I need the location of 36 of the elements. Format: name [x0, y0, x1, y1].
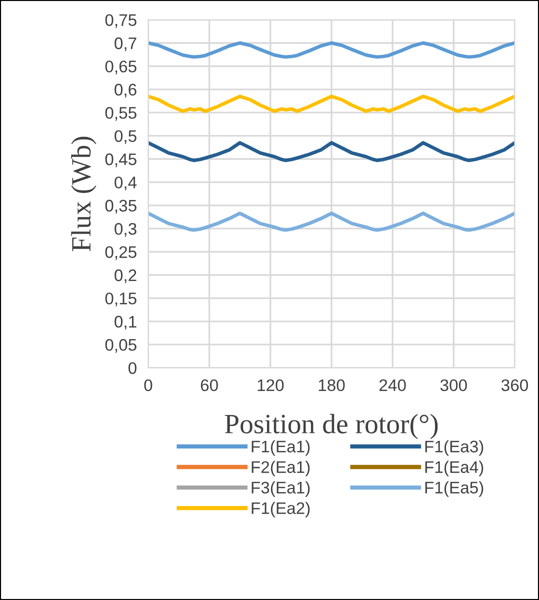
- y-tick-label: 0,15: [105, 292, 136, 306]
- x-tick-label: 60: [200, 379, 218, 392]
- legend-label: F1(Ea4): [425, 460, 484, 476]
- y-tick-label: 0: [128, 362, 136, 374]
- legend-label: F3(Ea1): [252, 481, 310, 497]
- y-tick-label: 0,3: [114, 223, 136, 237]
- y-tick-label: 0,05: [105, 339, 136, 353]
- line-series: [148, 141, 515, 162]
- legend-label: F1(Ea5): [425, 481, 484, 497]
- line-series: [148, 212, 515, 232]
- y-tick-label: 0,55: [105, 107, 136, 121]
- y-tick-label: 0,1: [114, 316, 136, 330]
- x-tick-label: 360: [501, 379, 528, 392]
- x-tick-label: 240: [380, 379, 406, 392]
- y-tick-label: 0,7: [114, 37, 136, 52]
- line-series: [148, 94, 515, 113]
- x-tick-label: 180: [318, 379, 345, 392]
- y-tick-label: 0,4: [114, 176, 137, 190]
- line-series: [148, 41, 515, 59]
- x-tick-label: 0: [144, 379, 152, 392]
- y-tick-label: 0,25: [105, 246, 136, 260]
- legend-label: F1(Ea3): [425, 440, 484, 456]
- legend-label: F1(Ea2): [252, 502, 310, 518]
- y-tick-label: 0,35: [105, 200, 136, 214]
- y-tick-label: 0,2: [114, 269, 136, 284]
- legend-label: F2(Ea1): [252, 460, 310, 476]
- y-tick-label: 0,5: [114, 130, 136, 144]
- x-tick-label: 300: [440, 379, 467, 392]
- y-tick-label: 0,75: [105, 14, 136, 28]
- x-tick-label: 120: [258, 379, 284, 392]
- y-tick-label: 0,65: [105, 60, 136, 74]
- x-axis-title: Position de rotor(°): [224, 414, 438, 440]
- y-tick-label: 0,45: [105, 153, 136, 168]
- legend-label: F1(Ea1): [252, 440, 310, 456]
- y-axis-title: Flux (Wb): [71, 136, 96, 252]
- y-tick-label: 0,6: [114, 84, 136, 98]
